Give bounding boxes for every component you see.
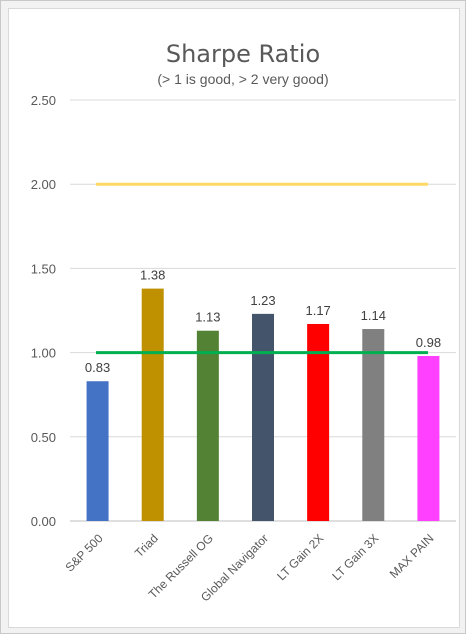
y-tick-label: 0.50: [31, 430, 56, 445]
data-label: 0.83: [85, 360, 110, 375]
chart-area: [8, 8, 460, 628]
data-label: 1.13: [195, 310, 220, 325]
data-labels: 0.83 1.38 1.13 1.23 1.17 1.14 0.98: [85, 268, 441, 376]
bar: [196, 330, 219, 521]
reference-lines: [96, 182, 428, 355]
x-tick-label: S&P 500: [62, 531, 105, 574]
bar: [307, 323, 330, 521]
x-tick-label: LT Gain 2X: [274, 531, 326, 583]
x-tick-label: Triad: [132, 531, 161, 560]
x-tick-label: LT Gain 3X: [329, 531, 381, 583]
data-label: 0.98: [416, 335, 441, 350]
bar: [362, 329, 385, 521]
y-tick-label: 1.00: [31, 346, 56, 361]
data-label: 1.38: [140, 268, 165, 283]
data-label: 1.17: [305, 303, 330, 318]
bars: [86, 288, 440, 521]
bar: [417, 355, 440, 521]
y-tick-label: 2.50: [31, 93, 56, 108]
x-tick-label: MAX PAIN: [387, 531, 437, 581]
chart-title: Sharpe Ratio: [166, 40, 320, 68]
y-axis-tick-labels: 0.00 0.50 1.00 1.50 2.00 2.50: [31, 93, 56, 529]
y-tick-label: 0.00: [31, 514, 56, 529]
bar: [86, 381, 109, 521]
bar: [141, 288, 164, 521]
y-tick-label: 1.50: [31, 261, 56, 276]
data-label: 1.23: [250, 293, 275, 308]
chart-subtitle: (> 1 is good, > 2 very good): [157, 71, 328, 87]
y-tick-label: 2.00: [31, 177, 56, 192]
data-label: 1.14: [361, 308, 386, 323]
bar: [252, 313, 274, 521]
